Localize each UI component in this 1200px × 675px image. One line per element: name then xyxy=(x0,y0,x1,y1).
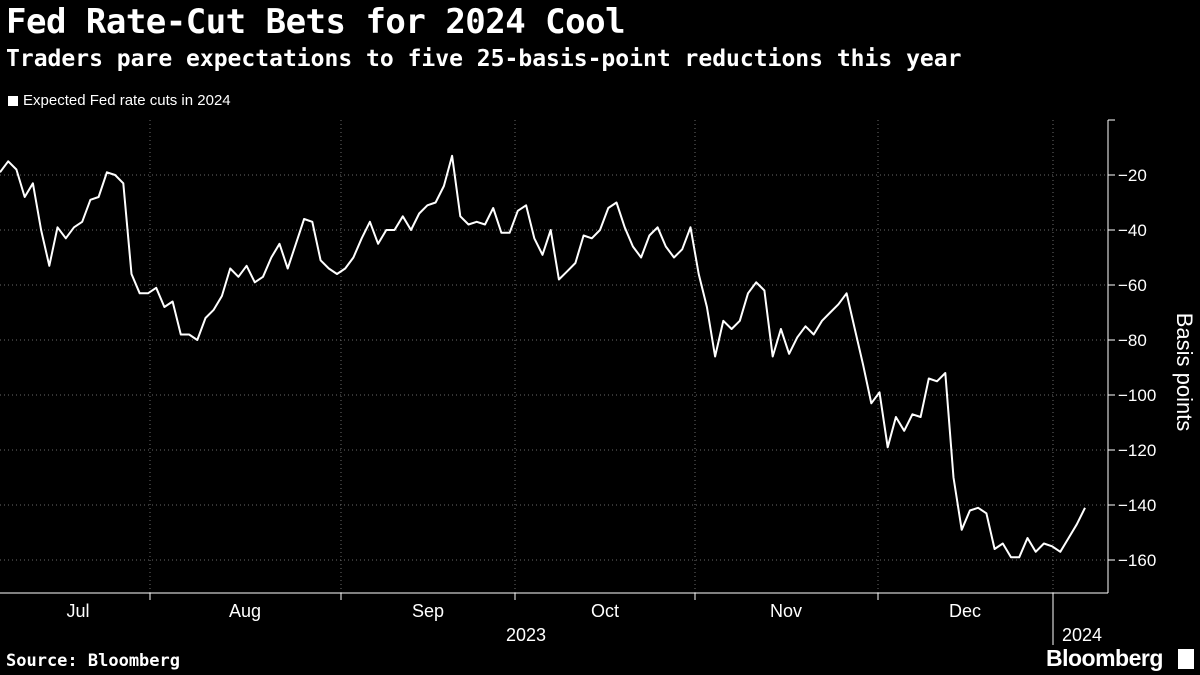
x-tick-label: Jul xyxy=(66,601,89,621)
legend: Expected Fed rate cuts in 2024 xyxy=(8,92,231,109)
x-tick-label: Aug xyxy=(229,601,261,621)
x-axis: Jul Aug Sep Oct Nov Dec 2023 2024 xyxy=(0,592,1108,645)
y-tick-label: −20 xyxy=(1118,166,1147,185)
y-axis: −20 −40 −60 −80 −100 −120 −140 −160 xyxy=(1107,119,1156,593)
series-line-expected-fed-rate-cuts xyxy=(0,154,1086,559)
bloomberg-mark-icon xyxy=(1178,649,1194,669)
legend-swatch xyxy=(8,95,18,106)
y-tick-label: −160 xyxy=(1118,551,1156,570)
source-note: Source: Bloomberg xyxy=(6,651,180,671)
chart-title: Fed Rate-Cut Bets for 2024 Cool xyxy=(6,2,626,42)
year-label-2024: 2024 xyxy=(1062,625,1102,645)
x-tick-label: Sep xyxy=(412,601,444,621)
y-tick-label: −100 xyxy=(1118,386,1156,405)
y-tick-label: −40 xyxy=(1118,221,1147,240)
bloomberg-logo: Bloomberg xyxy=(1046,645,1163,671)
gridlines xyxy=(0,120,1106,593)
x-tick-label: Nov xyxy=(770,601,802,621)
series-layer xyxy=(0,154,1086,559)
y-tick-label: −60 xyxy=(1118,276,1147,295)
y-tick-label: −80 xyxy=(1118,331,1147,350)
year-label-2023: 2023 xyxy=(506,625,546,645)
chart-subtitle: Traders pare expectations to five 25-bas… xyxy=(6,46,962,72)
legend-label: Expected Fed rate cuts in 2024 xyxy=(23,92,231,109)
y-tick-label: −120 xyxy=(1118,441,1156,460)
y-axis-label: Basis points xyxy=(1172,313,1197,432)
y-tick-label: −140 xyxy=(1118,496,1156,515)
x-tick-label: Dec xyxy=(949,601,981,621)
x-tick-label: Oct xyxy=(591,601,619,621)
